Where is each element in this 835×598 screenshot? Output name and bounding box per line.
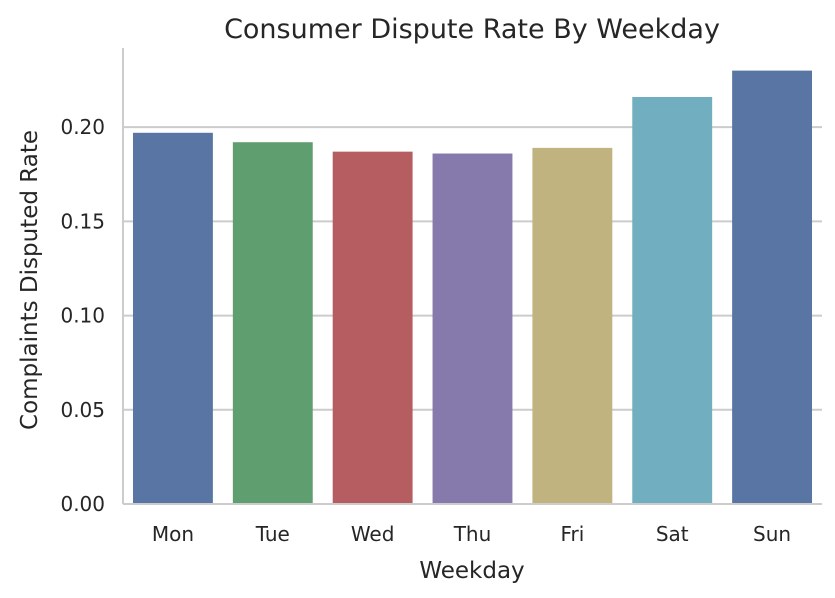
y-axis-label: Complaints Disputed Rate xyxy=(17,130,43,430)
bar-sun xyxy=(732,70,813,504)
y-tick-label: 0.20 xyxy=(60,115,105,139)
x-axis-label: Weekday xyxy=(419,558,524,584)
bar-tue xyxy=(232,142,313,504)
bars xyxy=(132,70,813,505)
y-tick-labels: 0.00 0.05 0.10 0.15 0.20 xyxy=(60,115,105,516)
x-tick-label: Sat xyxy=(656,522,689,546)
x-tick-labels: Mon Tue Wed Thu Fri Sat Sun xyxy=(152,522,791,546)
bar-wed xyxy=(332,151,413,505)
bar-thu xyxy=(432,153,513,504)
x-tick-label: Tue xyxy=(255,522,290,546)
bar-fri xyxy=(532,147,613,504)
x-tick-label: Mon xyxy=(152,522,194,546)
y-tick-label: 0.00 xyxy=(60,492,105,516)
y-tick-label: 0.10 xyxy=(60,304,105,328)
chart-title: Consumer Dispute Rate By Weekday xyxy=(224,14,720,45)
y-tick-label: 0.15 xyxy=(60,209,105,233)
x-tick-label: Wed xyxy=(351,522,395,546)
x-tick-label: Sun xyxy=(753,522,791,546)
x-tick-label: Fri xyxy=(560,522,584,546)
bar-sat xyxy=(632,96,713,505)
x-tick-label: Thu xyxy=(453,522,492,546)
bar-mon xyxy=(132,132,213,504)
y-tick-label: 0.05 xyxy=(60,398,105,422)
